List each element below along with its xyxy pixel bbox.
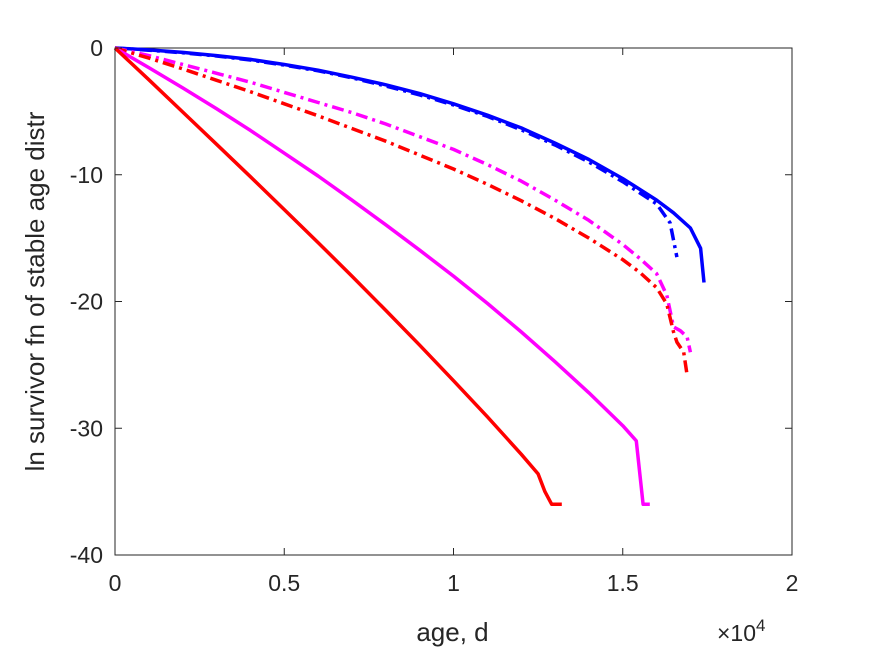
y-tick-label: -20 <box>70 289 103 315</box>
y-tick-label: -40 <box>70 542 103 568</box>
series-layer <box>113 46 706 507</box>
y-axis: 0 -10 -20 -30 -40 <box>70 35 792 568</box>
series-line-4 <box>114 46 689 376</box>
x-tick-label: 0.5 <box>268 570 300 596</box>
series-line-2 <box>114 46 679 258</box>
x-tick-label: 1.5 <box>607 570 639 596</box>
plot-area <box>113 46 793 556</box>
x-axis: 0 0.5 1 1.5 2 <box>109 48 799 596</box>
x-tick-label: 1 <box>447 570 460 596</box>
x-tick-label: 2 <box>786 570 799 596</box>
x-exponent-base: ×10 <box>717 620 756 646</box>
series-line-5 <box>114 46 650 507</box>
series-line-3 <box>114 46 693 353</box>
y-axis-label: ln survivor fn of stable age distr <box>20 111 50 471</box>
plot-frame <box>114 47 793 556</box>
y-tick-label: -10 <box>70 162 103 188</box>
x-axis-exponent: ×104 <box>717 616 765 646</box>
x-tick-label: 0 <box>109 570 122 596</box>
x-exponent-power: 4 <box>756 616 765 635</box>
y-tick-label: 0 <box>90 35 103 61</box>
x-axis-label: age, d <box>416 617 488 647</box>
y-tick-label: -30 <box>70 415 103 441</box>
series-line-6 <box>113 46 562 507</box>
